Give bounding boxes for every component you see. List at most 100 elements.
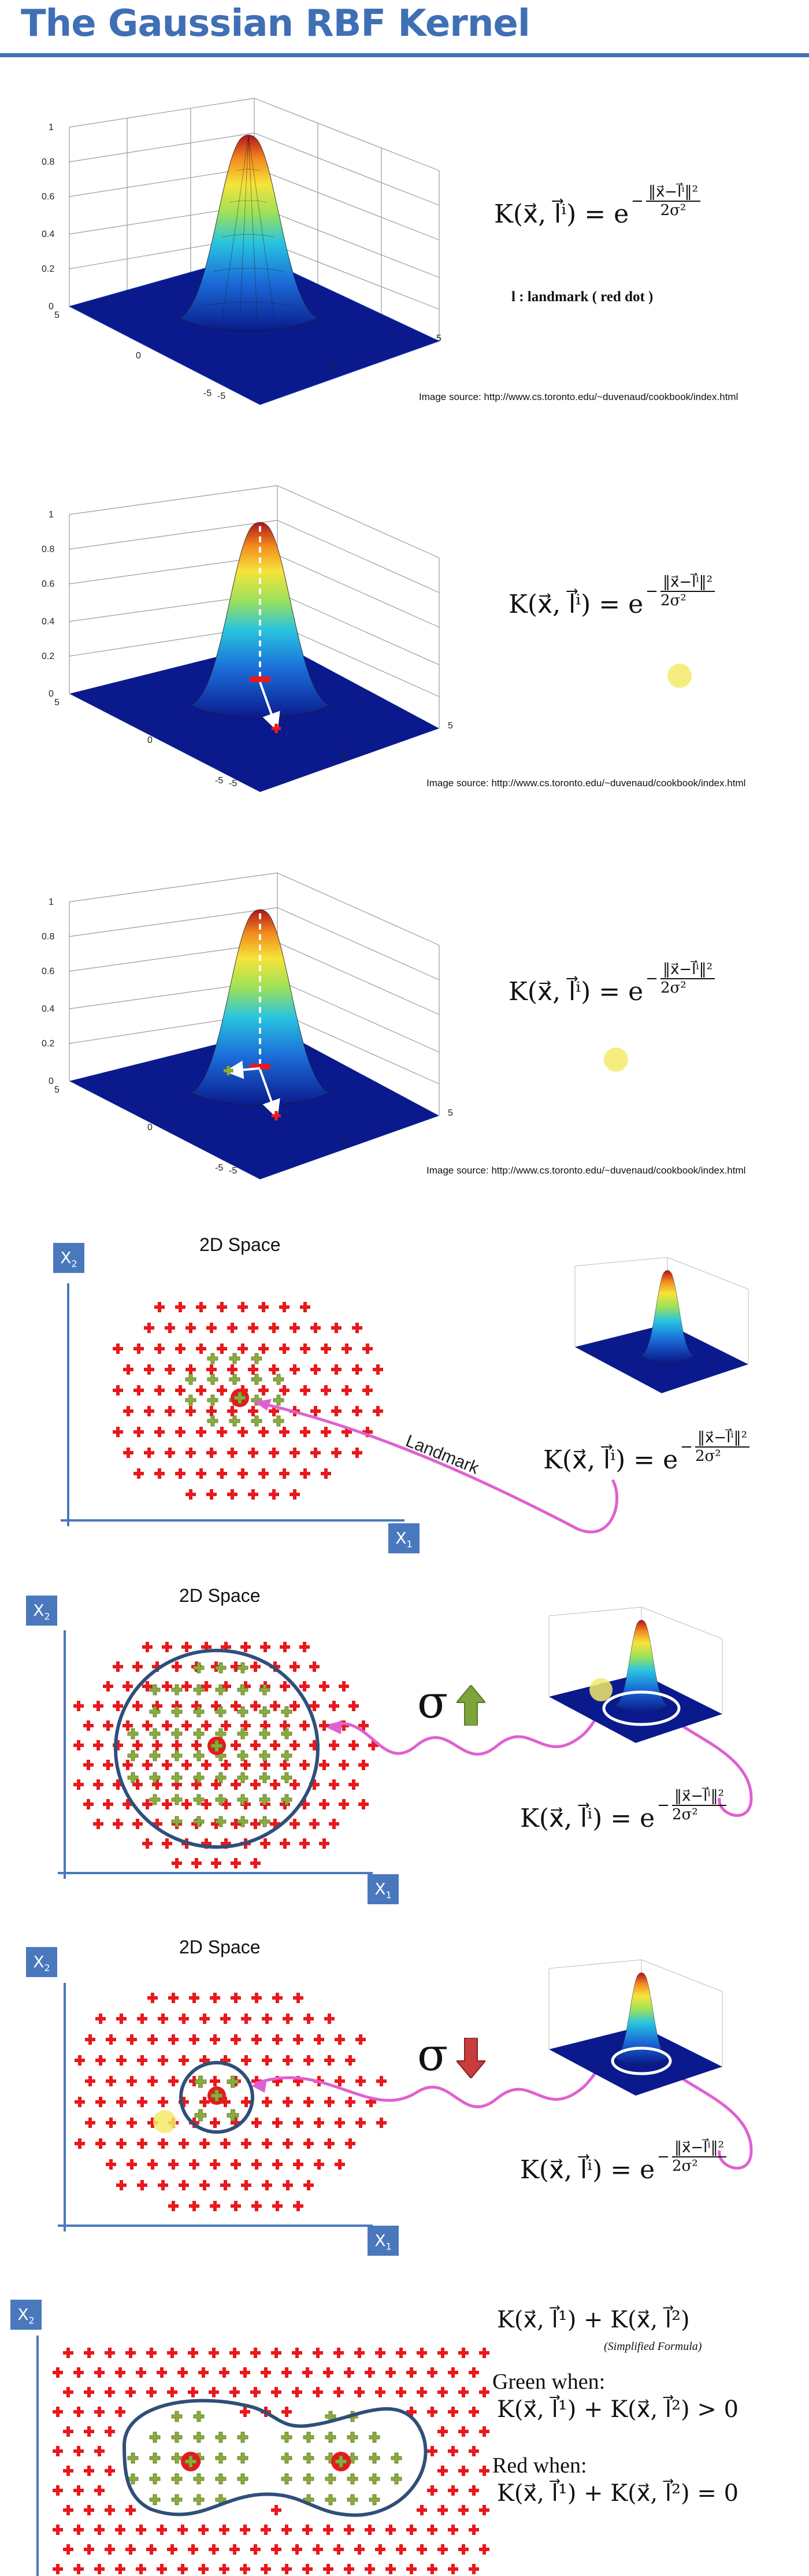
red-point: [290, 1779, 300, 1790]
title-underline: [0, 53, 809, 57]
exponent-minus: −: [680, 1438, 693, 1456]
z-tick: 0.2: [42, 264, 54, 274]
red-point: [335, 2118, 345, 2128]
red-point: [479, 2426, 489, 2437]
red-point: [300, 1385, 310, 1396]
red-point: [63, 2466, 73, 2476]
red-point: [94, 2446, 105, 2456]
gaussian-3d-thumbnail-1: [574, 1257, 749, 1393]
red-point: [185, 1406, 196, 1416]
red-point: [147, 2034, 158, 2045]
red-point: [106, 2159, 116, 2170]
red-point: [427, 2367, 437, 2378]
x-tick: 0: [329, 362, 335, 372]
red-point: [290, 1323, 300, 1333]
red-point: [157, 2564, 167, 2574]
scatter-2d-sigma-small: [58, 1983, 753, 2231]
axis-x2-letter: X: [33, 1952, 44, 1971]
red-point: [83, 1760, 94, 1770]
red-point: [188, 2544, 198, 2555]
z-tick: 1: [49, 123, 54, 132]
red-point: [127, 2076, 137, 2086]
green-point: [237, 2452, 248, 2464]
red-point: [123, 1406, 133, 1416]
red-point: [280, 1760, 290, 1770]
red-point: [136, 2367, 146, 2378]
red-point: [237, 1468, 248, 1479]
red-point: [333, 2387, 344, 2397]
red-point: [147, 2076, 158, 2086]
red-point: [158, 2055, 168, 2066]
green-point: [391, 2473, 402, 2485]
axis-x1-letter: X: [374, 1879, 386, 1898]
red-point: [53, 2446, 63, 2456]
arrow-up-icon: [457, 1685, 485, 1726]
red-point: [209, 2348, 219, 2358]
svg-text:5: 5: [54, 698, 60, 708]
x-tick: 5: [436, 334, 441, 343]
red-point: [179, 2180, 189, 2190]
red-point: [127, 2034, 137, 2045]
red-point: [261, 2525, 271, 2535]
red-point: [181, 1681, 192, 1692]
green-point: [229, 1374, 240, 1385]
red-point: [260, 1760, 270, 1770]
red-point: [250, 1858, 261, 1868]
scatter-2d-landmark: Landmark: [61, 1283, 618, 1534]
formula-lhs: K(x⃗, l⃗ⁱ) = e: [509, 590, 644, 619]
red-point: [221, 1760, 231, 1770]
red-point: [84, 2426, 94, 2437]
red-point: [283, 2097, 293, 2107]
red-point: [281, 2564, 292, 2574]
red-point: [85, 2034, 95, 2045]
red-point: [417, 2387, 427, 2397]
red-point: [181, 1642, 192, 1652]
red-point: [185, 1364, 196, 1375]
red-point: [385, 2525, 396, 2535]
green-point: [281, 2431, 292, 2443]
axis-x2-label: X2: [10, 2300, 42, 2330]
red-point: [210, 1993, 220, 2003]
red-point: [191, 1740, 202, 1750]
red-point: [309, 1661, 320, 1672]
red-point: [175, 1343, 185, 1354]
green-point: [237, 2473, 248, 2485]
red-point: [241, 2014, 251, 2024]
axis-x2-letter: X: [17, 2305, 29, 2324]
red-point: [132, 1701, 143, 1711]
red-point: [299, 1838, 310, 1849]
red-point: [115, 2367, 125, 2378]
green-point: [281, 1750, 292, 1761]
red-point: [125, 2505, 136, 2515]
red-point: [352, 1406, 362, 1416]
red-point: [217, 1385, 227, 1396]
exponent-numerator: ‖x⃗−l⃗ⁱ‖²: [645, 183, 701, 202]
red-point: [103, 1720, 113, 1731]
gaussian-3d-plot-1: 1 0.8 0.6 0.4 0.2 0 5 0 -5 -5 0 5: [42, 98, 441, 405]
red-point: [272, 1993, 283, 2003]
red-point: [293, 2159, 303, 2170]
green-point: [369, 2494, 380, 2505]
red-point: [272, 2118, 283, 2128]
red-point: [269, 1364, 279, 1375]
red-point: [231, 1701, 241, 1711]
green-point: [149, 2452, 161, 2464]
green-point: [251, 1374, 262, 1385]
green-point: [369, 2452, 380, 2464]
red-point: [147, 2159, 158, 2170]
exponent-denominator: 2σ²: [660, 592, 686, 609]
red-point: [127, 2159, 137, 2170]
red-point: [93, 1819, 103, 1829]
red-point: [75, 2138, 85, 2149]
green-point: [207, 1353, 218, 1364]
red-point: [125, 2387, 136, 2397]
green-point: [281, 1728, 292, 1739]
red-point: [248, 1489, 258, 1500]
red-point: [290, 1448, 300, 1458]
red-point: [396, 2348, 406, 2358]
scatter-2d-two-landmarks: [36, 2336, 489, 2576]
red-point: [329, 1819, 339, 1829]
red-point: [53, 2564, 63, 2574]
red-point: [227, 1323, 237, 1333]
red-point: [172, 1661, 182, 1672]
